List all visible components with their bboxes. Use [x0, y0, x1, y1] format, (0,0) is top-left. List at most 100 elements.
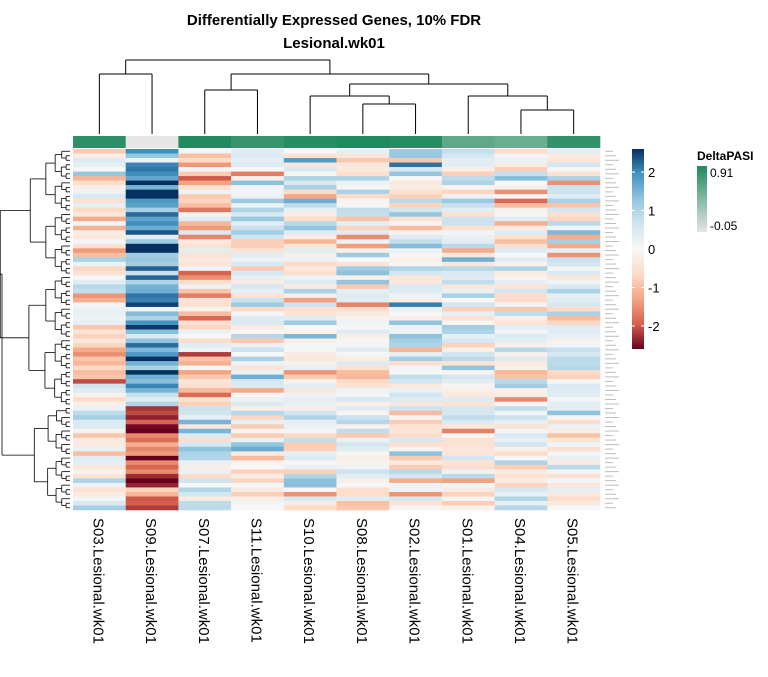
heatmap-cell [547, 338, 601, 344]
heatmap-cell [389, 478, 443, 484]
heatmap-cell [231, 288, 285, 294]
heatmap-cell [283, 297, 337, 303]
heatmap-cell [441, 261, 495, 267]
heatmap-cell [547, 496, 601, 502]
heatmap-cell [178, 329, 232, 335]
heatmap-cell [441, 293, 495, 299]
heatmap-cell [441, 153, 495, 159]
heatmap-cell [336, 306, 390, 312]
heatmap-cell [231, 198, 285, 204]
heatmap-cell [178, 275, 232, 281]
heatmap-cell [231, 383, 285, 389]
heatmap-cell [178, 424, 232, 430]
heatmap-cell [441, 207, 495, 213]
heatmap-cell [336, 252, 390, 258]
heatmap-cell [441, 306, 495, 312]
heatmap-cell [231, 302, 285, 308]
heatmap-cell [336, 424, 390, 430]
heatmap-cell [125, 496, 179, 502]
heatmap-cell [73, 460, 126, 466]
heatmap-cell [389, 365, 443, 371]
color-legend-label: 1 [648, 204, 655, 219]
heatmap-cell [494, 293, 548, 299]
heatmap-cell [389, 424, 443, 430]
heatmap-cell [441, 230, 495, 236]
heatmap-cell [547, 270, 601, 276]
heatmap-cell [441, 437, 495, 443]
heatmap-cell [547, 315, 601, 321]
heatmap-cell [178, 338, 232, 344]
heatmap-cell [283, 243, 337, 249]
heatmap-cell [494, 212, 548, 217]
heatmap-cell [283, 347, 337, 353]
heatmap-cell [441, 234, 495, 240]
row-labels [605, 150, 619, 509]
heatmap-cell [283, 491, 337, 497]
heatmap-cell [547, 478, 601, 484]
heatmap-cell [283, 266, 337, 272]
heatmap-cell [547, 212, 601, 217]
heatmap-cell [231, 185, 285, 190]
heatmap-cell [441, 284, 495, 290]
heatmap-cell [231, 212, 285, 217]
heatmap-cell [547, 266, 601, 272]
heatmap-cell [178, 185, 232, 190]
heatmap-cell [125, 293, 179, 299]
heatmap-cell [283, 185, 337, 190]
heatmap-cell [283, 288, 337, 294]
heatmap-cell [389, 401, 443, 407]
heatmap-cell [336, 243, 390, 249]
heatmap-cell [389, 270, 443, 276]
heatmap-cell [547, 297, 601, 303]
heatmap-cell [73, 324, 126, 330]
heatmap-cell [125, 275, 179, 281]
column-dendrogram [98, 59, 575, 134]
heatmap-cell [336, 176, 390, 181]
heatmap-cell [125, 324, 179, 330]
heatmap-cell [547, 334, 601, 339]
heatmap-cell [283, 315, 337, 321]
heatmap-cell [494, 334, 548, 339]
heatmap-cell [547, 469, 601, 475]
heatmap-cell [389, 383, 443, 389]
heatmap-cell [441, 388, 495, 393]
heatmap-cell [336, 324, 390, 330]
heatmap-cell [389, 194, 443, 199]
heatmap-cell [494, 383, 548, 389]
heatmap-cell [389, 158, 443, 163]
annotation-cell [73, 136, 126, 148]
color-legend-label: 0 [648, 242, 655, 257]
heatmap-cell [336, 329, 390, 335]
heatmap-cell [231, 397, 285, 402]
heatmap-cell [547, 356, 601, 362]
heatmap-cell [494, 257, 548, 263]
heatmap-cell [494, 397, 548, 402]
heatmap-cell [125, 302, 179, 308]
heatmap-cell [231, 469, 285, 475]
heatmap-cell [441, 473, 495, 479]
heatmap-cell [178, 203, 232, 208]
heatmap-cell [494, 455, 548, 461]
heatmap-cell [441, 216, 495, 222]
heatmap-cell [441, 252, 495, 258]
heatmap-cell [283, 410, 337, 416]
heatmap-cell [178, 302, 232, 308]
heatmap-cell [547, 419, 601, 425]
heatmap-cell [178, 207, 232, 213]
heatmap-cell [125, 361, 179, 366]
heatmap-cell [336, 198, 390, 204]
heatmap-cell [389, 239, 443, 245]
heatmap-cell [547, 324, 601, 330]
heatmap-cell [178, 478, 232, 484]
heatmap-cell [231, 446, 285, 452]
heatmap-cell [441, 221, 495, 227]
heatmap-cell [389, 324, 443, 330]
heatmap-cell [73, 388, 126, 393]
heatmap-cell [389, 361, 443, 366]
heatmap-cell [125, 207, 179, 213]
heatmap-cell [336, 356, 390, 362]
heatmap-cell [441, 424, 495, 430]
heatmap-cell [547, 424, 601, 430]
heatmap-cell [73, 424, 126, 430]
heatmap-cell [73, 315, 126, 321]
